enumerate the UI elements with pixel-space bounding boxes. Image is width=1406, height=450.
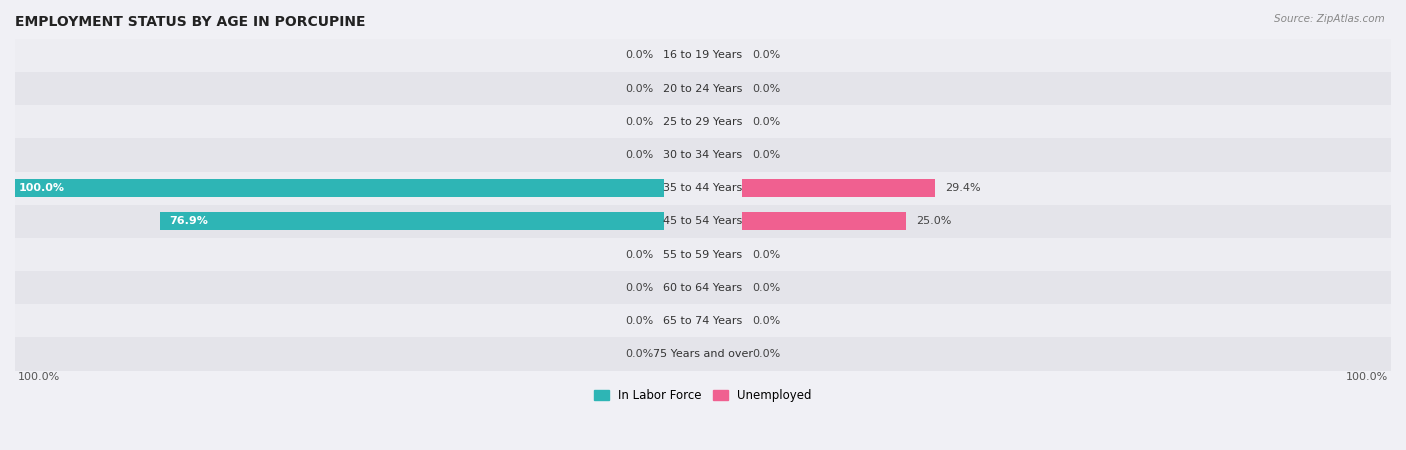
Text: 100.0%: 100.0% xyxy=(18,183,65,193)
Text: 0.0%: 0.0% xyxy=(626,349,654,359)
Text: 29.4%: 29.4% xyxy=(945,183,980,193)
Text: 0.0%: 0.0% xyxy=(752,50,780,60)
Bar xyxy=(15,338,1391,371)
Text: 35 to 44 Years: 35 to 44 Years xyxy=(664,183,742,193)
Bar xyxy=(15,105,1391,138)
Legend: In Labor Force, Unemployed: In Labor Force, Unemployed xyxy=(589,384,817,407)
Text: 75 Years and over: 75 Years and over xyxy=(652,349,754,359)
Bar xyxy=(15,238,1391,271)
Bar xyxy=(15,271,1391,304)
Bar xyxy=(15,72,1391,105)
Text: 0.0%: 0.0% xyxy=(626,50,654,60)
Text: 0.0%: 0.0% xyxy=(626,117,654,127)
Bar xyxy=(8,179,664,197)
Text: 65 to 74 Years: 65 to 74 Years xyxy=(664,316,742,326)
Text: 0.0%: 0.0% xyxy=(752,249,780,260)
Bar xyxy=(160,212,664,230)
Text: 55 to 59 Years: 55 to 59 Years xyxy=(664,249,742,260)
Text: Source: ZipAtlas.com: Source: ZipAtlas.com xyxy=(1274,14,1385,23)
Text: 0.0%: 0.0% xyxy=(626,249,654,260)
Bar xyxy=(742,179,935,197)
Text: 0.0%: 0.0% xyxy=(626,150,654,160)
Text: 16 to 19 Years: 16 to 19 Years xyxy=(664,50,742,60)
Text: EMPLOYMENT STATUS BY AGE IN PORCUPINE: EMPLOYMENT STATUS BY AGE IN PORCUPINE xyxy=(15,15,366,29)
Bar xyxy=(15,304,1391,338)
Text: 60 to 64 Years: 60 to 64 Years xyxy=(664,283,742,293)
Text: 0.0%: 0.0% xyxy=(752,283,780,293)
Bar xyxy=(15,39,1391,72)
Text: 0.0%: 0.0% xyxy=(752,316,780,326)
Text: 0.0%: 0.0% xyxy=(752,117,780,127)
Text: 25.0%: 25.0% xyxy=(915,216,952,226)
Text: 76.9%: 76.9% xyxy=(170,216,208,226)
Text: 0.0%: 0.0% xyxy=(626,283,654,293)
Text: 0.0%: 0.0% xyxy=(626,316,654,326)
Text: 100.0%: 100.0% xyxy=(18,372,60,382)
Text: 0.0%: 0.0% xyxy=(752,150,780,160)
Text: 0.0%: 0.0% xyxy=(752,349,780,359)
Bar xyxy=(742,212,905,230)
Text: 20 to 24 Years: 20 to 24 Years xyxy=(664,84,742,94)
Text: 0.0%: 0.0% xyxy=(752,84,780,94)
Text: 25 to 29 Years: 25 to 29 Years xyxy=(664,117,742,127)
Bar xyxy=(15,171,1391,205)
Text: 45 to 54 Years: 45 to 54 Years xyxy=(664,216,742,226)
Bar xyxy=(15,138,1391,171)
Bar xyxy=(15,205,1391,238)
Text: 30 to 34 Years: 30 to 34 Years xyxy=(664,150,742,160)
Text: 100.0%: 100.0% xyxy=(1346,372,1388,382)
Text: 0.0%: 0.0% xyxy=(626,84,654,94)
